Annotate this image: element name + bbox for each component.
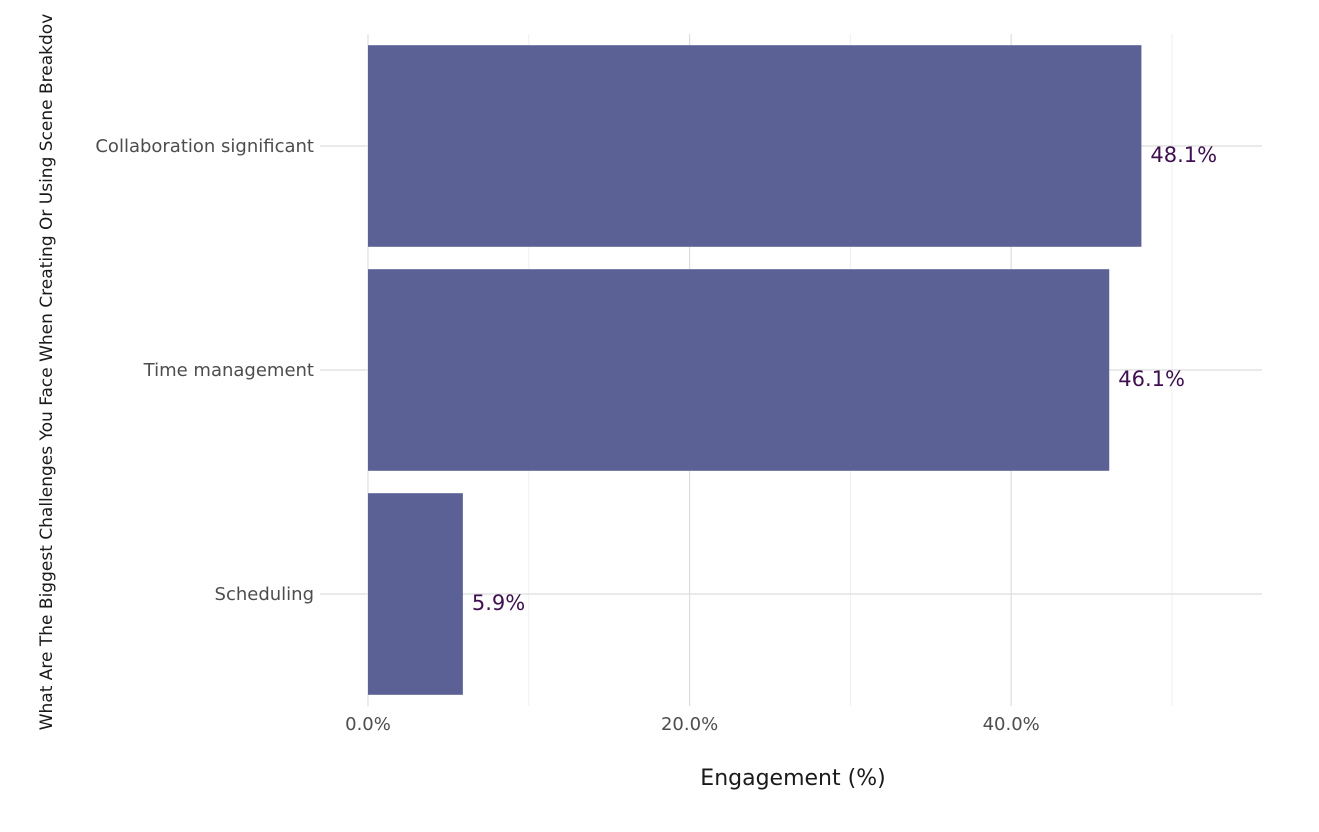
x-tick-label: 20.0%	[661, 714, 718, 735]
category-label: Collaboration significant	[95, 136, 314, 157]
bar	[368, 269, 1110, 471]
category-label: Scheduling	[215, 584, 314, 605]
category-labels: Collaboration significant Time management…	[95, 136, 314, 605]
bar	[368, 493, 463, 695]
data-labels: 48.1% 46.1% 5.9%	[472, 143, 1217, 615]
data-label: 48.1%	[1150, 143, 1217, 167]
bars	[368, 45, 1142, 695]
x-axis-label: Engagement (%)	[700, 766, 885, 791]
x-tick-label: 40.0%	[983, 714, 1040, 735]
x-tick-label: 0.0%	[345, 714, 391, 735]
data-label: 46.1%	[1118, 367, 1185, 391]
data-label: 5.9%	[472, 591, 525, 615]
category-label: Time management	[143, 360, 314, 381]
x-tick-labels: 0.0% 20.0% 40.0%	[345, 714, 1040, 735]
y-axis-label: What Are The Biggest Challenges You Face…	[37, 14, 57, 731]
bar	[368, 45, 1142, 247]
